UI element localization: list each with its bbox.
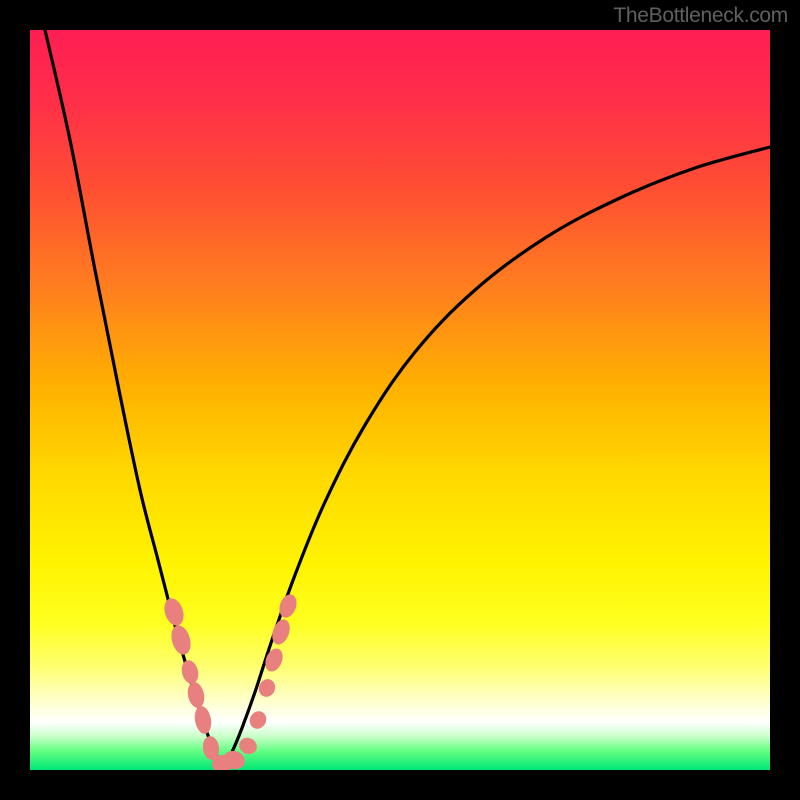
bottleneck-curve-chart	[0, 0, 800, 800]
chart-container: TheBottleneck.com	[0, 0, 800, 800]
gradient-background	[30, 30, 770, 770]
attribution-label: TheBottleneck.com	[613, 4, 788, 28]
